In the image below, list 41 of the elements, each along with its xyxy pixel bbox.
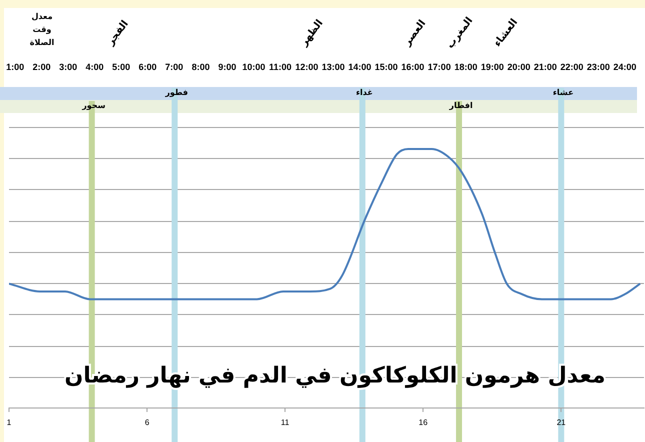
x2-tick-label: 8:00 xyxy=(192,62,210,72)
text: المغرب xyxy=(444,15,476,51)
x2-tick-label: 15:00 xyxy=(374,62,398,72)
x2-tick-label: 7:00 xyxy=(165,62,184,72)
x-tick-label: 16 xyxy=(418,418,428,428)
x2-tick-label: 24:00 xyxy=(613,62,636,72)
x2-tick-label: 11:00 xyxy=(268,62,292,72)
ref-line-label: غداء xyxy=(356,88,373,98)
x2-tick-label: 21:00 xyxy=(534,62,557,72)
x-tick-label: 6 xyxy=(144,418,150,428)
text: العشاء xyxy=(492,17,520,50)
x2-tick-label: 9:00 xyxy=(218,62,236,72)
x-tick-label: 21 xyxy=(556,418,566,428)
x2-tick-label: 1:00 xyxy=(6,62,24,72)
x-tick-label: 1 xyxy=(6,418,12,428)
text: معدل وقت الصلاة xyxy=(30,12,54,48)
x2-tick-label: 19:00 xyxy=(480,62,504,72)
x2-tick-label: 23:00 xyxy=(586,62,610,72)
ref-line-label: سحور xyxy=(81,101,106,110)
x2-tick-label: 16:00 xyxy=(401,62,424,72)
text: العصر xyxy=(401,18,428,49)
x2-tick-label: 13:00 xyxy=(322,62,345,72)
x2-tick-label: 2:00 xyxy=(32,62,51,72)
ref-line-label: عشاء xyxy=(552,88,574,98)
x2-tick-label: 20:00 xyxy=(507,62,530,72)
ref-line-label: فطور xyxy=(164,88,188,98)
x2-tick-label: 10:00 xyxy=(242,62,266,72)
x2-tick-label: 6:00 xyxy=(138,62,157,72)
x2-tick-label: 22:00 xyxy=(560,62,584,72)
x2-tick-label: 14:00 xyxy=(348,62,372,72)
x-tick-label: 11 xyxy=(280,418,290,428)
x2-tick-label: 3:00 xyxy=(59,62,78,72)
x2-tick-label: 4:00 xyxy=(86,62,104,72)
x2-tick-label: 5:00 xyxy=(112,62,130,72)
text: الظهر xyxy=(298,18,326,50)
text: الفجر xyxy=(104,18,131,48)
x2-tick-label: 17:00 xyxy=(428,62,451,72)
x2-tick-label: 18:00 xyxy=(454,62,478,72)
ref-line-label: افطار xyxy=(448,101,473,110)
x2-tick-label: 12:00 xyxy=(295,62,318,72)
text: معدل هرمون الكلوكاكون في الدم في نهار رمضان xyxy=(64,364,606,389)
